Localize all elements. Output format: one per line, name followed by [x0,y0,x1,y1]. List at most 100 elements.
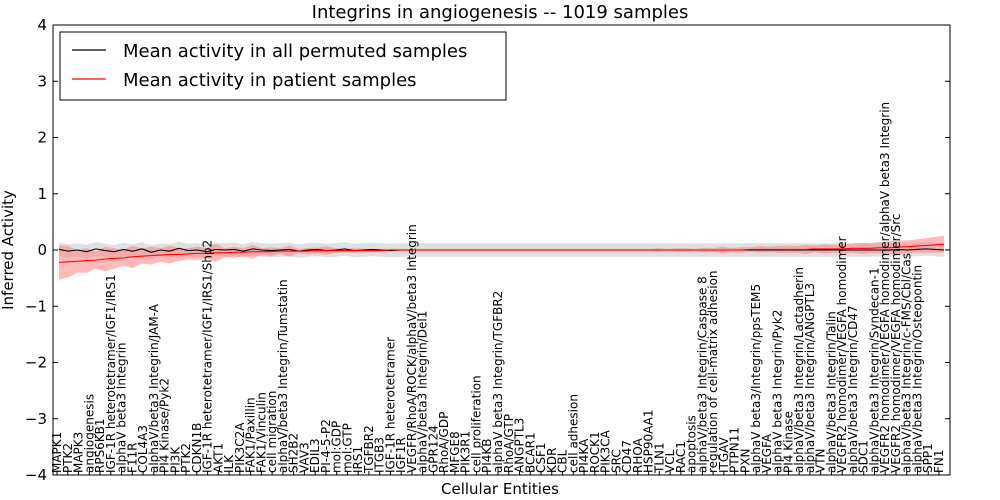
x-tick-label: ITGAV [717,436,731,473]
x-tick-label: PI4 Kinase/Pyk2 [158,378,172,473]
x-tick-label: VEGFR2 homodimer/VEGFA homodimer/Src [889,213,903,473]
y-tick-label: 0 [37,241,47,259]
x-tick-label: PIK3C2A [233,422,247,473]
x-tick-label: alphaV/beta3 Integrin/Lactadherin [792,267,806,473]
x-tick-label: angiogenesis [82,394,96,473]
x-tick-label: IGF1R [394,437,408,473]
x-tick-label: VCL [663,449,677,473]
x-tick-label: alphaV beta3 Integrin/TGFBR2 [491,291,505,473]
x-tick-label: alphaV/beta3 Integrin/Tumstatin [276,279,290,473]
x-tick-label: RPS6KB1 [93,418,107,473]
x-tick-label: VAV3 [297,442,311,473]
x-tick-label: alphaV beta3 Integrin [115,342,129,473]
x-tick-label: alphaV/beta3 Integrin/Syndecan-1 [867,267,881,473]
x-tick-label: VEGFR2 homodimer/VEGFA homodimer/alphaV … [878,102,892,473]
x-tick-label: PTPN11 [728,427,742,473]
x-tick-label: EDIL3 [308,438,322,473]
x-tick-label: alphaV/beta3 Integrin/Del1 [416,311,430,473]
x-tick-label: apoptosis [685,415,699,473]
x-tick-label: PI-4-5-P2 [319,419,333,473]
legend: Mean activity in all permuted samples Me… [59,31,507,101]
x-tick-label: mol:GTP [340,423,354,473]
x-tick-label: ROCK1 [588,431,602,473]
x-tick-label: cell proliferation [469,375,483,473]
x-tick-label: ANGPTL3 [513,418,527,473]
x-tick-label: MAPK3 [72,432,86,473]
y-axis-label: Inferred Activity [0,190,17,310]
x-tick-label: CSF1 [534,442,548,473]
x-tick-label: FAK1/Paxillin [244,397,258,473]
y-tick-label: 1 [37,185,47,203]
x-tick-label: PIK3CA [599,429,613,473]
x-tick-label: VEGFA [760,433,774,473]
x-axis-label: Cellular Entities [441,480,559,498]
x-tick-label: TGFBR2 [362,425,376,474]
x-tick-label: VTN [814,448,828,473]
x-tick-label: AKT1 [211,443,225,473]
x-tick-label: HSP90AA1 [642,409,656,473]
x-tick-label: RAC1 [674,441,688,473]
y-tick-label: −1 [25,297,47,315]
x-tick-label: CDKN1B [190,423,204,473]
x-tick-label: FN1 [932,449,946,473]
x-tick-label: alphaV/beta3 Integrin/JAM-A [147,303,161,473]
x-tick-label: alphaV beta3/Integrin/ppsTEM5 [749,284,763,473]
x-tick-label: alphaV/beta3 Integrin/CD47 [846,305,860,473]
series-1-band [59,235,944,280]
x-tick-label: IGF-1R heterotetramer [383,337,397,473]
x-tick-label: MFGE8 [448,431,462,473]
x-tick-label: RhoA/GDP [437,412,451,473]
x-tick-label: PTK2 [61,443,75,473]
x-tick-label: ILK [222,454,236,473]
y-tick-label: −3 [25,410,47,428]
x-tick-label: PI4KB [480,438,494,473]
x-tick-label: PI4 Kinase [781,411,795,473]
x-tick-label: alphaV/beta3 Integrin/ANGPTL3 [803,283,817,473]
x-tick-label: alphaV/beta3 Integrin/Osteopontin [910,265,924,473]
x-tick-label: F11R [125,442,139,473]
x-tick-label: COL4A3 [136,425,150,473]
x-tick-label: PI3K [168,446,182,473]
x-tick-label: alphaV/beta3 Integrin/c-FMS/Cbl/Cas [900,253,914,473]
x-tick-label: KDR [545,448,559,473]
x-tick-label: CBL [556,449,570,473]
x-tick-label: IRS1 [351,446,365,473]
x-tick-label: TLN1 [652,442,666,474]
x-tick-label: BCAR1 [523,432,537,473]
x-tick-label: IGF-1R heterotetramer/IGF1/IRS1/Shp2 [201,240,215,473]
x-tick-label: PIK3R1 [459,431,473,473]
x-tick-label: alphaV beta3 Integrin/Pyk2 [771,310,785,473]
y-tick-label: 2 [37,129,47,147]
x-tick-label: ITGB3 [373,437,387,473]
x-tick-label: regulation of cell-matrix adhesion [706,270,720,473]
plot-frame [52,24,951,476]
series-1-line [58,243,945,263]
y-tick-label: −4 [25,466,47,484]
x-tick-label: SDC1 [857,440,871,473]
y-tick-label: 3 [37,72,47,90]
y-tick-label: −2 [25,354,47,372]
x-tick-label: cell migration [265,391,279,473]
x-tick-label: SPP1 [921,443,935,473]
legend-box [59,31,507,101]
chart-title: Integrins in angiogenesis -- 1019 sample… [312,2,689,23]
x-tick-label: mol:GDP [330,421,344,473]
x-tick-label: SRC [609,449,623,473]
x-tick-label: PTK2 [179,443,193,473]
x-tick-label: RhoA/GTP [502,414,516,473]
x-tick-label: IGF-1R heterotetramer/IGF1/IRS1 [104,274,118,473]
x-tick-label: RHOA [631,437,645,473]
x-tick-label: SH2B2 [287,433,301,473]
y-tick-label: 4 [37,16,47,34]
x-tick-label: VEGFR2 homodimer/VEGFA homodimer [835,236,849,473]
x-tick-label: cell adhesion [566,394,580,473]
x-tick-label: PI4KA [577,438,591,473]
x-tick-label: FAK1/Vinculin [254,392,268,473]
x-tick-label: alphaV/beta3 Integrin/Talin [824,311,838,473]
x-tick-label: alphaV/beta3 Integrin/Caspase 8 [695,276,709,473]
x-tick-label: VEGFR/RhoA/ROCK/alphaV/beta3 Integrin [405,224,419,473]
legend-label-permuted: Mean activity in all permuted samples [123,41,467,62]
x-tick-label: GPR124 [426,425,440,473]
x-tick-label: CD47 [620,440,634,473]
